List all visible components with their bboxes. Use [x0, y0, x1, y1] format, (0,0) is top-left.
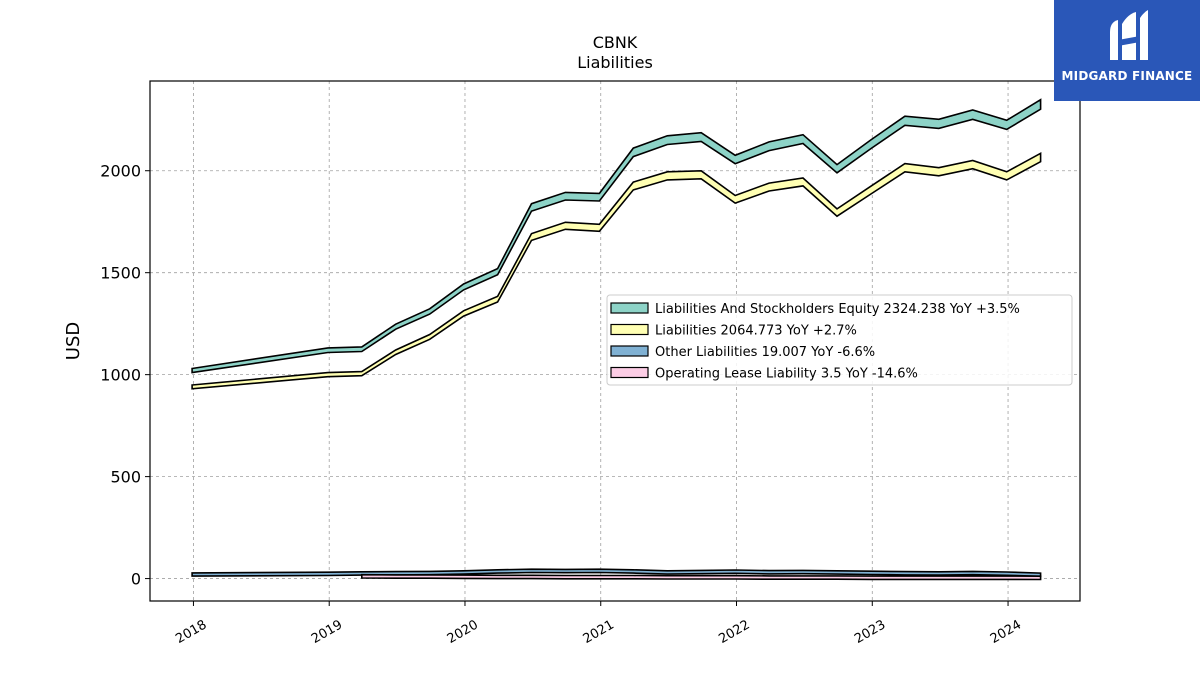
series-band-operating-lease-liability [361, 573, 1042, 581]
legend-label: Liabilities And Stockholders Equity 2324… [655, 302, 1020, 317]
legend-label: Operating Lease Liability 3.5 YoY -14.6% [655, 367, 918, 382]
chart-subtitle: Liabilities [577, 53, 653, 72]
legend-label: Other Liabilities 19.007 YoY -6.6% [655, 345, 875, 360]
x-tick-label: 2022 [716, 617, 752, 647]
x-tick-label: 2024 [988, 617, 1024, 647]
midgard-logo-icon [1110, 10, 1148, 60]
x-axis-ticks: 2018 2019 2020 2021 2022 2023 2024 [173, 601, 1024, 647]
y-tick-label: 500 [110, 468, 141, 487]
legend-swatch [610, 323, 649, 336]
y-axis-label: USD [63, 322, 84, 360]
legend-swatch [610, 302, 649, 314]
logo-text: MIDGARD FINANCE [1061, 69, 1193, 83]
x-tick-label: 2020 [445, 617, 481, 647]
y-tick-label: 1500 [100, 264, 141, 283]
x-tick-label: 2021 [581, 617, 617, 647]
plot-frame [149, 80, 1081, 602]
y-tick-label: 0 [131, 570, 141, 589]
chart-title: CBNK [593, 33, 638, 52]
legend-label: Liabilities 2064.773 YoY +2.7% [655, 324, 857, 339]
series-layer [191, 98, 1042, 581]
legend: Liabilities And Stockholders Equity 2324… [606, 294, 1073, 386]
midgard-finance-logo: MIDGARD FINANCE [1054, 0, 1200, 101]
x-tick-label: 2018 [173, 617, 209, 647]
series-band-liabilities-and-stockholders-equity [191, 98, 1042, 374]
y-tick-label: 2000 [100, 162, 141, 181]
x-tick-label: 2023 [852, 617, 888, 647]
legend-frame [606, 294, 1073, 386]
x-tick-label: 2019 [309, 617, 345, 647]
y-axis-ticks: 0 500 1000 1500 2000 [100, 162, 150, 589]
legend-swatch [610, 366, 649, 379]
y-tick-label: 1000 [100, 366, 141, 385]
legend-swatch [610, 345, 649, 357]
series-band-liabilities [191, 151, 1042, 390]
